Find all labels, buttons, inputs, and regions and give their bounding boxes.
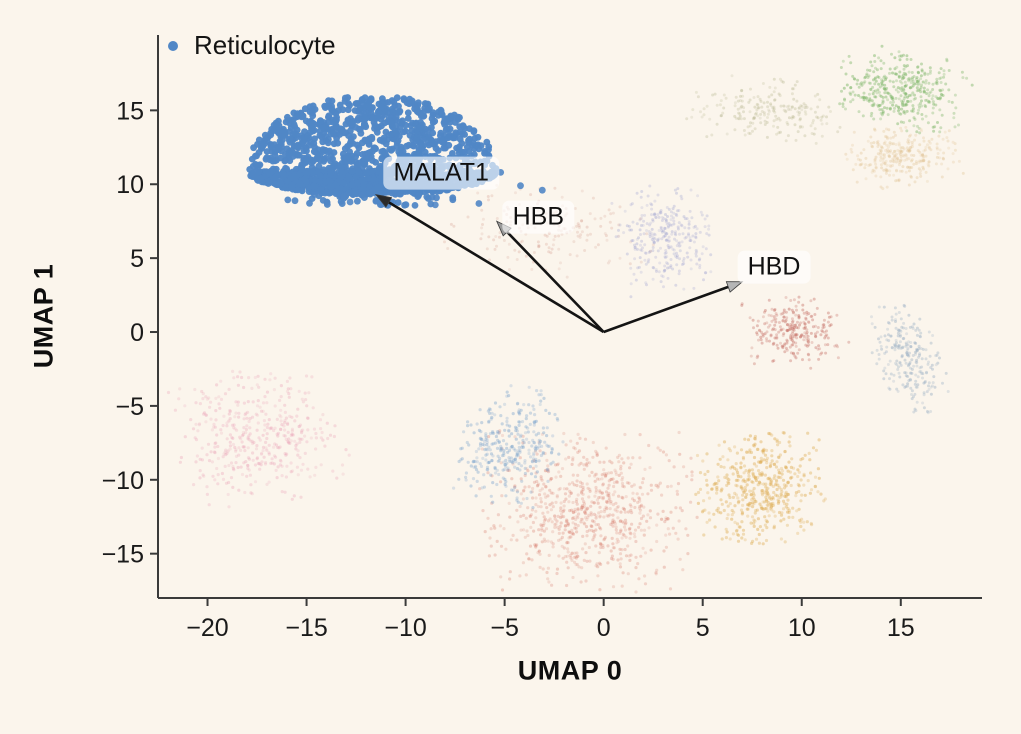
gene-arrow-line — [384, 199, 605, 334]
y-tick-label: −10 — [102, 467, 144, 495]
gene-arrow-head-icon — [374, 193, 393, 208]
x-tick-label: −15 — [285, 614, 327, 642]
gene-label-hbd: HBD — [737, 250, 811, 284]
gene-arrow-line — [603, 284, 733, 334]
legend-label: Reticulocyte — [194, 30, 336, 60]
background-clusters — [166, 44, 974, 594]
legend: Reticulocyte — [168, 30, 336, 61]
x-tick-label: −5 — [490, 614, 519, 642]
x-tick-label: 15 — [887, 614, 915, 642]
reticulocyte-cluster — [246, 94, 546, 209]
gene-arrow-head-icon — [725, 281, 744, 293]
x-tick-label: 0 — [597, 614, 611, 642]
y-tick-label: −15 — [102, 541, 144, 569]
gene-label-hbb: HBB — [502, 201, 574, 234]
gene-label-malat1: MALAT1 — [383, 156, 499, 190]
y-axis-title: UMAP 1 — [28, 263, 59, 369]
x-axis-title: UMAP 0 — [517, 655, 623, 686]
gene-arrow-line — [503, 228, 605, 333]
legend-marker-icon — [168, 40, 178, 51]
y-tick-label: 0 — [130, 319, 144, 347]
x-tick-label: −10 — [384, 614, 426, 642]
y-tick-label: 10 — [116, 171, 144, 199]
y-tick-label: 5 — [130, 245, 144, 273]
x-tick-label: −20 — [186, 614, 228, 642]
gene-arrows — [374, 193, 744, 334]
x-tick-label: 5 — [696, 614, 710, 642]
axes: −20 −15 −10 −5 0 5 10 15 15 10 5 0 −5 −10 −15 — [102, 35, 982, 642]
y-tick-label: −5 — [115, 393, 144, 421]
x-tick-label: 10 — [788, 614, 816, 642]
y-tick-label: 15 — [116, 97, 144, 125]
